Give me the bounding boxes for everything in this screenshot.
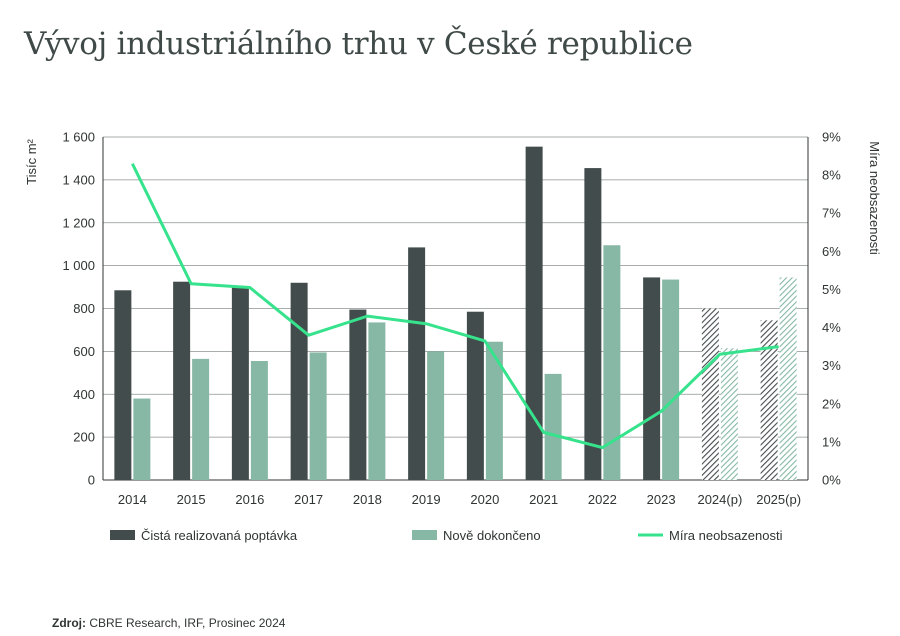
y-tick-label: 1 200 [62,215,95,230]
y2-tick-label: 4% [822,320,841,335]
x-tick-label: 2016 [235,492,264,507]
x-tick-label: 2017 [294,492,323,507]
vacancy-line-layer [131,163,779,450]
vacancy-line [131,163,779,450]
legend-vacancy-label: Míra neobsazenosti [669,528,783,543]
source-note: Zdroj: CBRE Research, IRF, Prosinec 2024 [52,616,285,630]
y2-tick-label: 6% [822,244,841,259]
y2-tick-label: 9% [822,130,841,145]
bar-realized [584,168,602,480]
y-tick-label: 400 [73,387,95,402]
y2-tick-label: 5% [822,282,841,297]
y-tick-label: 200 [73,430,95,445]
legend: Čistá realizovaná poptávka Nově dokončeno… [110,528,783,543]
y-tick-label: 600 [73,344,95,359]
gridlines [103,136,808,481]
y-axis-title: Tisíc m² [24,138,39,184]
x-tick-label: 2022 [588,492,617,507]
y2-tick-label: 2% [822,396,841,411]
source-label: Zdroj: [52,616,86,630]
x-tick-label: 2018 [353,492,382,507]
bar-completed [485,341,503,480]
bar-completed [250,361,268,480]
bar-completed [427,351,445,480]
y-tick-label: 1 400 [62,172,95,187]
bar-completed-projected [779,277,797,480]
bar-completed [368,322,386,480]
x-tick-label: 2015 [177,492,206,507]
bar-realized [231,287,249,480]
y-tick-label: 0 [88,473,95,488]
bars [114,146,797,480]
y2-tick-label: 1% [822,434,841,449]
bar-realized [173,281,191,480]
y2-tick-label: 8% [822,168,841,183]
x-tick-label: 2019 [412,492,441,507]
y2-tick-label: 3% [822,358,841,373]
x-tick-label: 2024(p) [697,492,742,507]
legend-realized-label: Čistá realizovaná poptávka [141,528,298,543]
x-tick-label: 2025(p) [756,492,801,507]
legend-realized-swatch [110,530,135,540]
y-tick-label: 800 [73,301,95,316]
bar-realized [349,309,367,480]
bar-realized-projected [760,320,778,480]
y-tick-label: 1 600 [62,130,95,145]
x-tick-label: 2021 [529,492,558,507]
x-tick-label: 2020 [470,492,499,507]
legend-completed-label: Nově dokončeno [443,528,541,543]
bar-realized [408,247,426,480]
bar-completed [662,279,680,480]
chart-title: Vývoj industriálního trhu v České republ… [24,26,693,62]
bar-completed [603,245,621,480]
y2-tick-label: 0% [822,473,841,488]
x-tick-label: 2014 [118,492,147,507]
bar-realized [290,282,308,480]
legend-completed-swatch [412,530,437,540]
y-tick-label: 1 000 [62,258,95,273]
x-tick-label: 2023 [647,492,676,507]
bar-realized [525,146,543,480]
bar-realized [114,290,132,480]
axes: 0 200 400 600 800 1 000 1 200 1 400 1 600 0% 1% 2% 3… [24,130,882,508]
bar-completed-projected [720,348,738,480]
bar-completed [192,358,210,480]
bar-completed [133,398,151,480]
bar-completed [544,373,562,480]
y2-tick-label: 7% [822,206,841,221]
bar-realized-projected [701,308,719,480]
bar-realized [466,311,484,480]
bar-completed [309,352,327,480]
y2-axis-title: Míra neobsazenosti [867,141,882,255]
bar-realized [643,277,661,480]
source-text: CBRE Research, IRF, Prosinec 2024 [89,616,286,630]
